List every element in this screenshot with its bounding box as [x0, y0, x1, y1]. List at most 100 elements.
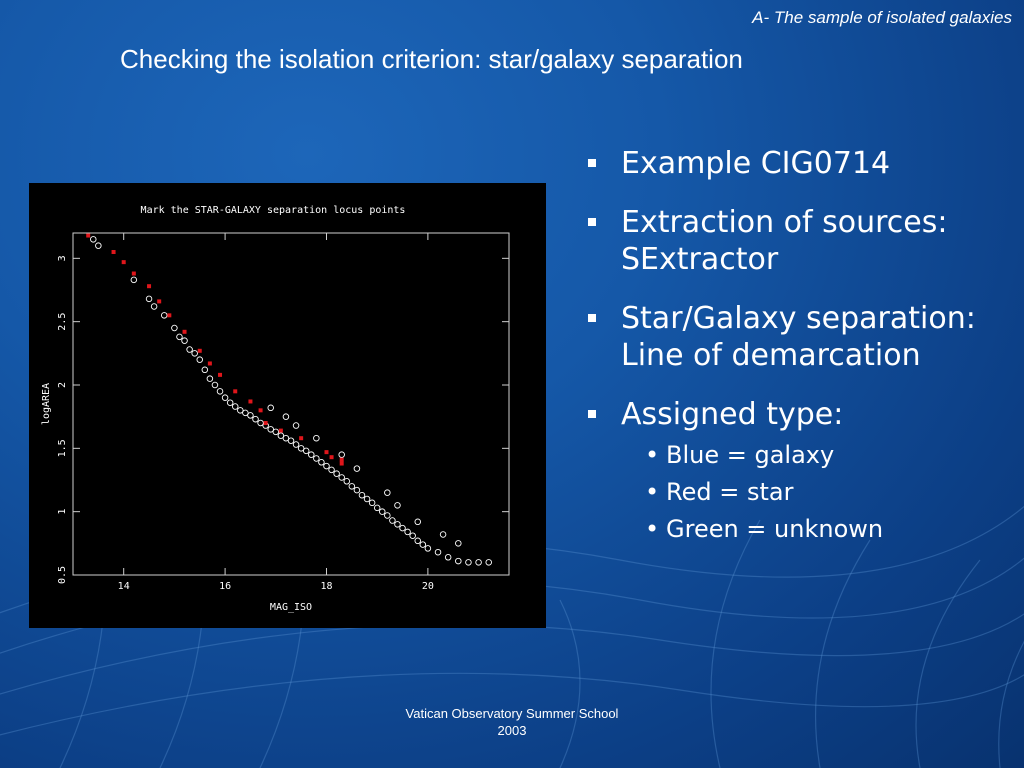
star-point [111, 250, 116, 254]
bullet-separation: Star/Galaxy separation: Line of demarcat… [584, 300, 1014, 374]
source-point [211, 381, 219, 389]
source-point [267, 426, 274, 433]
x-axis-label: MAG_ISO [270, 602, 312, 613]
source-point [439, 531, 447, 538]
source-point [221, 394, 229, 401]
sub-bullet-text: Blue = galaxy [666, 441, 835, 469]
star-point [131, 271, 136, 276]
source-point [384, 489, 391, 496]
star-point [258, 408, 263, 413]
source-point [161, 312, 168, 319]
y-tick-label: 0.5 [57, 566, 68, 584]
source-point [272, 428, 280, 436]
x-tick-label: 16 [219, 581, 231, 592]
source-point [130, 276, 138, 284]
source-point [181, 337, 188, 344]
source-point [338, 474, 345, 481]
source-point [287, 437, 295, 444]
bullet-extraction: Extraction of sources: SExtractor [584, 204, 1014, 278]
source-point [297, 445, 305, 452]
star-point [263, 421, 268, 425]
square-bullet-icon [588, 410, 596, 418]
y-tick-label: 1 [57, 509, 68, 515]
source-point [292, 422, 300, 429]
source-point [368, 499, 376, 507]
source-point [313, 455, 320, 462]
star-point [147, 284, 152, 289]
source-point [343, 478, 351, 485]
y-tick-label: 1.5 [57, 439, 68, 457]
bullet-assigned-type: Assigned type: • Blue = galaxy • Red = s… [584, 396, 1014, 548]
star-point [299, 436, 304, 441]
source-point [353, 486, 361, 494]
source-point [313, 434, 320, 442]
star-point [86, 233, 91, 238]
source-point [379, 508, 386, 515]
star-point [329, 455, 334, 460]
source-point [353, 465, 361, 472]
x-tick-label: 18 [320, 581, 332, 592]
star-point [121, 260, 126, 265]
footer-line-1: Vatican Observatory Summer School [405, 706, 619, 721]
source-point [419, 541, 427, 548]
sub-bullet-text: Red = star [666, 478, 794, 506]
source-point [394, 521, 401, 528]
source-point [409, 532, 416, 539]
star-point [339, 461, 344, 466]
source-point [267, 404, 274, 412]
sub-bullet-star: • Red = star [621, 474, 1014, 511]
star-point [167, 313, 172, 318]
source-point [455, 557, 462, 565]
square-bullet-icon [588, 159, 596, 167]
source-point [247, 412, 254, 419]
source-point [282, 413, 290, 420]
axis-ticks: 14 16 18 20 0.5 1 1.5 2 2.5 3 [57, 233, 509, 592]
sub-bullet-list: • Blue = galaxy • Red = star • Green = u… [621, 437, 1014, 548]
source-point [206, 375, 214, 382]
star-point [233, 389, 238, 394]
bullet-text: Star/Galaxy separation: Line of demarcat… [621, 301, 976, 373]
star-point [278, 428, 283, 433]
source-point [216, 388, 224, 395]
source-point [186, 346, 193, 353]
star-point [339, 457, 344, 462]
bullet-example: Example CIG0714 [584, 145, 1014, 182]
slide-title: Checking the isolation criterion: star/g… [120, 44, 743, 74]
source-point [323, 462, 330, 470]
star-point [157, 299, 162, 304]
bullet-text: Example CIG0714 [621, 146, 891, 181]
source-point [302, 447, 310, 455]
source-point [292, 441, 300, 448]
source-point [475, 559, 482, 566]
source-point [465, 559, 472, 566]
source-point [363, 495, 371, 503]
sub-bullet-text: Green = unknown [666, 515, 884, 543]
source-point [171, 324, 178, 332]
source-point [308, 451, 315, 458]
dot-bullet-icon: • [645, 441, 660, 469]
plot-frame [72, 232, 510, 576]
bullet-text: Extraction of sources: SExtractor [621, 205, 948, 277]
sub-bullet-unknown: • Green = unknown [621, 511, 1014, 548]
source-point [485, 559, 492, 566]
section-title: A- The sample of isolated galaxies [752, 8, 1012, 27]
source-point [176, 333, 183, 341]
star-point [218, 372, 223, 377]
sub-bullet-galaxy: • Blue = galaxy [621, 437, 1014, 474]
dot-bullet-icon: • [645, 515, 660, 543]
source-point [150, 303, 158, 310]
scatter-plot: Mark the STAR-GALAXY separation locus po… [41, 205, 510, 613]
source-point [404, 528, 411, 536]
source-point [333, 470, 340, 477]
dot-bullet-icon: • [645, 478, 660, 506]
source-point [455, 540, 462, 547]
y-tick-label: 3 [57, 255, 68, 261]
source-point [338, 451, 345, 458]
source-point [424, 545, 432, 552]
bullet-list: Example CIG0714 Extraction of sources: S… [584, 145, 1014, 570]
star-point [197, 348, 202, 353]
source-point [196, 356, 203, 363]
source-point [444, 554, 452, 561]
square-bullet-icon [588, 218, 596, 226]
source-point [318, 459, 325, 466]
